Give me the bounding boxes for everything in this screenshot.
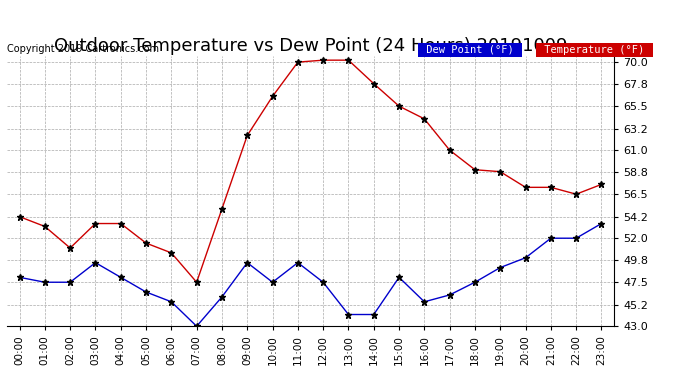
Text: Copyright 2019 Cartronics.com: Copyright 2019 Cartronics.com [7, 44, 159, 54]
Title: Outdoor Temperature vs Dew Point (24 Hours) 20191009: Outdoor Temperature vs Dew Point (24 Hou… [54, 37, 567, 55]
Text: Temperature (°F): Temperature (°F) [538, 45, 651, 55]
Text: Dew Point (°F): Dew Point (°F) [420, 45, 520, 55]
